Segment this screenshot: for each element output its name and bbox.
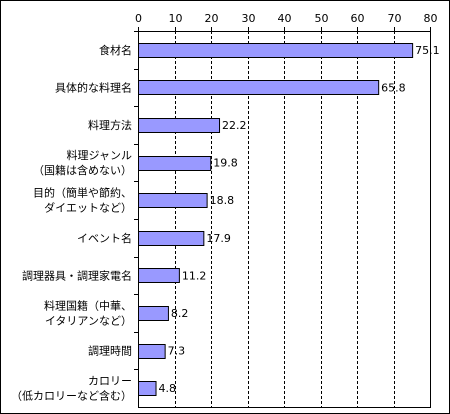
x-tick-label: 30 [242,12,256,25]
bar-value-label: 7.3 [168,345,186,358]
bar [138,231,205,246]
bar-value-label: 8.2 [171,307,189,320]
bar-value-label: 75.1 [415,44,440,57]
x-tick-label: 50 [315,12,329,25]
x-tick-label: 70 [388,12,402,25]
category-label: 食材名 [99,43,132,57]
x-tick-label: 40 [278,12,292,25]
category-label: イタリアンなど） [45,315,132,328]
category-label: 料理ジャンル [67,148,132,162]
bar [138,344,166,359]
bar [138,156,212,171]
bar [138,118,221,133]
plot-area-border [138,31,431,408]
category-label: 目的（簡単や節約、 [33,186,132,200]
category-label: （低カロリーなど含む） [11,389,132,403]
category-label: （国籍は含めない） [33,163,132,177]
category-label: ダイエットなど） [44,201,132,215]
x-tick-label: 0 [135,12,142,25]
category-label: カロリー [88,375,132,388]
bar [138,268,180,283]
x-tick-label: 10 [169,12,183,25]
bar-value-label: 18.8 [210,194,235,207]
bar [138,80,380,95]
bar-value-label: 17.9 [206,232,231,245]
bar-value-label: 11.2 [182,269,207,282]
bar-value-label: 65.8 [381,81,406,94]
bar-value-label: 19.8 [213,157,238,170]
x-tick-label: 80 [424,12,438,25]
category-label: イベント名 [77,231,132,245]
category-label: 料理国籍（中華、 [44,299,132,313]
bar [138,381,157,396]
bar [138,306,169,321]
category-label: 料理方法 [88,118,132,132]
bar-value-label: 4.8 [159,382,177,395]
category-label: 具体的な料理名 [55,80,132,94]
category-label: 調理器具・調理家電名 [22,268,132,282]
bar-value-label: 22.2 [222,119,247,132]
x-tick-label: 20 [205,12,219,25]
bar [138,43,414,58]
category-label: 調理時間 [88,344,132,358]
x-tick-label: 60 [351,12,365,25]
bar [138,193,208,208]
